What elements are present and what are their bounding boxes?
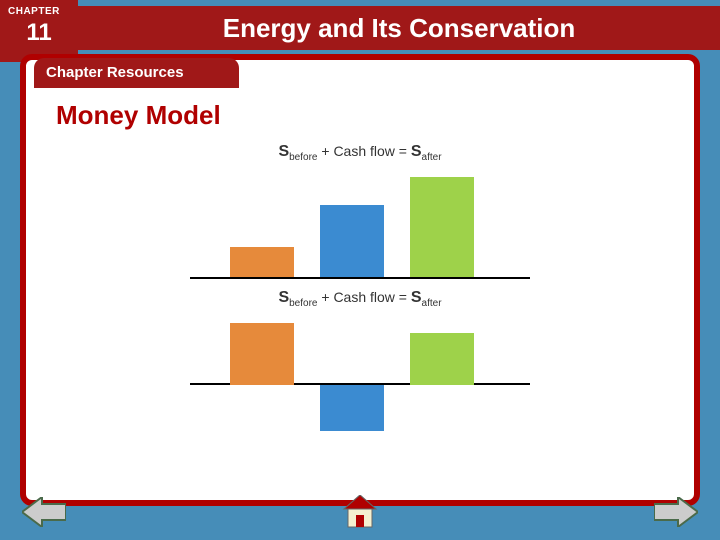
- eq-after2: after: [422, 298, 442, 309]
- eq-after1: after: [422, 152, 442, 163]
- eq-eq1: =: [395, 143, 411, 159]
- arrow-right-icon: [654, 497, 698, 527]
- eq-before1: before: [289, 152, 317, 163]
- eq-before2: before: [289, 298, 317, 309]
- chart-2: Sbefore + Cash flow = Safter: [190, 289, 530, 435]
- eq-s2: S: [278, 289, 289, 306]
- arrow-left-icon: [22, 497, 66, 527]
- equation-1: Sbefore + Cash flow = Safter: [190, 143, 530, 163]
- chapter-tab: CHAPTER 11: [0, 0, 78, 62]
- eq-plus2: +: [317, 289, 333, 305]
- home-button[interactable]: [342, 495, 378, 534]
- eq-s1: S: [278, 143, 289, 160]
- page-title: Energy and Its Conservation: [78, 6, 720, 50]
- resources-tab[interactable]: Chapter Resources: [34, 58, 239, 88]
- chart-bar: [320, 205, 384, 277]
- chart-2-area: [190, 315, 530, 435]
- eq-cash1: Cash flow: [333, 143, 394, 159]
- section-title: Money Model: [56, 100, 664, 131]
- chart-bar: [320, 385, 384, 431]
- home-icon: [342, 495, 378, 529]
- eq-plus1: +: [317, 143, 333, 159]
- charts-container: Sbefore + Cash flow = Safter Sbefore + C…: [56, 143, 664, 435]
- prev-arrow-button[interactable]: [22, 497, 66, 532]
- eq-eq2: =: [395, 289, 411, 305]
- chart-bar: [410, 177, 474, 277]
- chapter-label: CHAPTER: [8, 6, 70, 17]
- eq-s2b: S: [411, 289, 422, 306]
- eq-cash2: Cash flow: [333, 289, 394, 305]
- eq-s1b: S: [411, 143, 422, 160]
- chart-bar: [230, 323, 294, 385]
- chart-1: Sbefore + Cash flow = Safter: [190, 143, 530, 279]
- next-arrow-button[interactable]: [654, 497, 698, 532]
- equation-2: Sbefore + Cash flow = Safter: [190, 289, 530, 309]
- chart-bar: [230, 247, 294, 277]
- chart-bar: [410, 333, 474, 385]
- content-panel: Money Model Sbefore + Cash flow = Safter…: [20, 54, 700, 506]
- chart-1-area: [190, 169, 530, 279]
- chapter-number: 11: [8, 19, 70, 47]
